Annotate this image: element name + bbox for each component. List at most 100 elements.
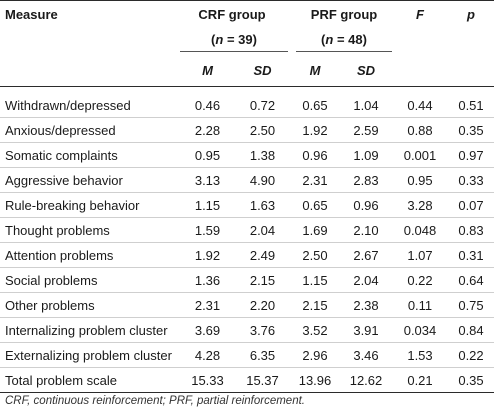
prf-sd-cell: 2.04 [340, 267, 392, 293]
f-value-cell: 0.44 [392, 86, 448, 118]
row-measure: Social problems [0, 267, 180, 293]
table-row: Attention problems 1.92 2.49 2.50 2.67 1.07 0.… [0, 242, 494, 268]
crf-sd-cell: 1.38 [235, 142, 290, 168]
table-row: Withdrawn/depressed 0.46 0.72 0.65 1.04 0.44 0… [0, 86, 494, 118]
f-value-cell: 1.53 [392, 342, 448, 368]
crf-sd-cell: 1.63 [235, 192, 290, 218]
crf-mean-cell: 0.95 [180, 142, 235, 168]
header-prf-sd: SD [356, 62, 376, 78]
row-measure: Aggressive behavior [0, 167, 180, 193]
prf-mean-cell: 2.31 [290, 167, 340, 193]
f-value-cell: 0.048 [392, 217, 448, 243]
p-value-cell: 0.35 [448, 117, 494, 143]
crf-sd-cell: 3.76 [235, 317, 290, 343]
prf-mean-cell: 0.65 [290, 192, 340, 218]
table-footnote: CRF, continuous reinforcement; PRF, part… [5, 395, 305, 407]
crf-mean-cell: 1.59 [180, 217, 235, 243]
row-measure: Externalizing problem cluster [0, 342, 180, 368]
prf-sd-cell: 3.91 [340, 317, 392, 343]
f-value-cell: 0.95 [392, 167, 448, 193]
p-value-cell: 0.31 [448, 242, 494, 268]
table-row: Total problem scale 15.33 15.37 13.96 12.62 0… [0, 367, 494, 393]
crf-sd-cell: 4.90 [235, 167, 290, 193]
prf-mean-cell: 1.15 [290, 267, 340, 293]
row-measure: Thought problems [0, 217, 180, 243]
row-measure: Withdrawn/depressed [0, 86, 180, 118]
crf-mean-cell: 3.69 [180, 317, 235, 343]
prf-mean-cell: 13.96 [290, 367, 340, 393]
prf-sd-cell: 2.38 [340, 292, 392, 318]
header-prf-group: PRF group [310, 7, 378, 22]
f-value-cell: 0.21 [392, 367, 448, 393]
prf-mean-cell: 0.65 [290, 86, 340, 118]
f-value-cell: 0.88 [392, 117, 448, 143]
crf-sd-cell: 0.72 [235, 86, 290, 118]
p-value-cell: 0.97 [448, 142, 494, 168]
crf-sd-cell: 2.50 [235, 117, 290, 143]
f-value-cell: 3.28 [392, 192, 448, 218]
header-prf-n: (n = 48) [290, 31, 392, 54]
row-measure: Rule-breaking behavior [0, 192, 180, 218]
table-row: Anxious/depressed 2.28 2.50 1.92 2.59 0.88 0.3… [0, 117, 494, 143]
prf-mean-cell: 0.96 [290, 142, 340, 168]
table-body: Withdrawn/depressed 0.46 0.72 0.65 1.04 0.44 0… [0, 86, 494, 393]
row-measure: Somatic complaints [0, 142, 180, 168]
p-value-cell: 0.35 [448, 367, 494, 393]
crf-sd-cell: 15.37 [235, 367, 290, 393]
crf-mean-cell: 3.13 [180, 167, 235, 193]
f-value-cell: 0.22 [392, 267, 448, 293]
crf-sd-cell: 2.20 [235, 292, 290, 318]
table-row: Other problems 2.31 2.20 2.15 2.38 0.11 0.75 [0, 292, 494, 318]
crf-mean-cell: 1.15 [180, 192, 235, 218]
crf-mean-cell: 0.46 [180, 86, 235, 118]
prf-n-label: (n = 48) [296, 32, 392, 52]
p-value-cell: 0.83 [448, 217, 494, 243]
table-row: Somatic complaints 0.95 1.38 0.96 1.09 0.001 0… [0, 142, 494, 168]
table-row: Externalizing problem cluster 4.28 6.35 2.9… [0, 342, 494, 368]
p-value-cell: 0.64 [448, 267, 494, 293]
crf-mean-cell: 1.36 [180, 267, 235, 293]
header-f-spacer [392, 31, 448, 54]
p-value-cell: 0.22 [448, 342, 494, 368]
crf-mean-cell: 15.33 [180, 367, 235, 393]
header-row-stats: M SD M SD [0, 54, 494, 87]
prf-mean-cell: 3.52 [290, 317, 340, 343]
header-crf-n: (n = 39) [180, 31, 290, 54]
header-prf-m: M [309, 62, 321, 78]
crf-sd-cell: 2.49 [235, 242, 290, 268]
crf-sd-cell: 2.04 [235, 217, 290, 243]
prf-sd-cell: 2.59 [340, 117, 392, 143]
prf-sd-cell: 2.67 [340, 242, 392, 268]
prf-sd-cell: 2.83 [340, 167, 392, 193]
header-f-empty [392, 54, 448, 87]
crf-n-label: (n = 39) [180, 32, 288, 52]
results-table: Measure CRF group PRF group F p (n = 39)… [0, 0, 494, 393]
prf-sd-cell: 1.09 [340, 142, 392, 168]
prf-mean-cell: 2.50 [290, 242, 340, 268]
row-measure: Internalizing problem cluster [0, 317, 180, 343]
header-measure: Measure [5, 7, 58, 22]
header-crf-group: CRF group [198, 7, 266, 22]
crf-sd-cell: 6.35 [235, 342, 290, 368]
prf-sd-cell: 12.62 [340, 367, 392, 393]
header-f: F [416, 7, 424, 22]
crf-sd-cell: 2.15 [235, 267, 290, 293]
row-measure: Other problems [0, 292, 180, 318]
f-value-cell: 0.11 [392, 292, 448, 318]
prf-sd-cell: 3.46 [340, 342, 392, 368]
prf-mean-cell: 2.96 [290, 342, 340, 368]
crf-mean-cell: 2.28 [180, 117, 235, 143]
prf-sd-cell: 1.04 [340, 86, 392, 118]
header-p-empty [448, 54, 494, 87]
table-row: Thought problems 1.59 2.04 1.69 2.10 0.048 0.8… [0, 217, 494, 243]
f-value-cell: 0.034 [392, 317, 448, 343]
header-crf-m: M [202, 62, 213, 78]
prf-mean-cell: 1.92 [290, 117, 340, 143]
prf-sd-cell: 2.10 [340, 217, 392, 243]
p-value-cell: 0.84 [448, 317, 494, 343]
p-value-cell: 0.75 [448, 292, 494, 318]
p-value-cell: 0.51 [448, 86, 494, 118]
crf-mean-cell: 2.31 [180, 292, 235, 318]
table-row: Internalizing problem cluster 3.69 3.76 3.5… [0, 317, 494, 343]
row-measure: Attention problems [0, 242, 180, 268]
